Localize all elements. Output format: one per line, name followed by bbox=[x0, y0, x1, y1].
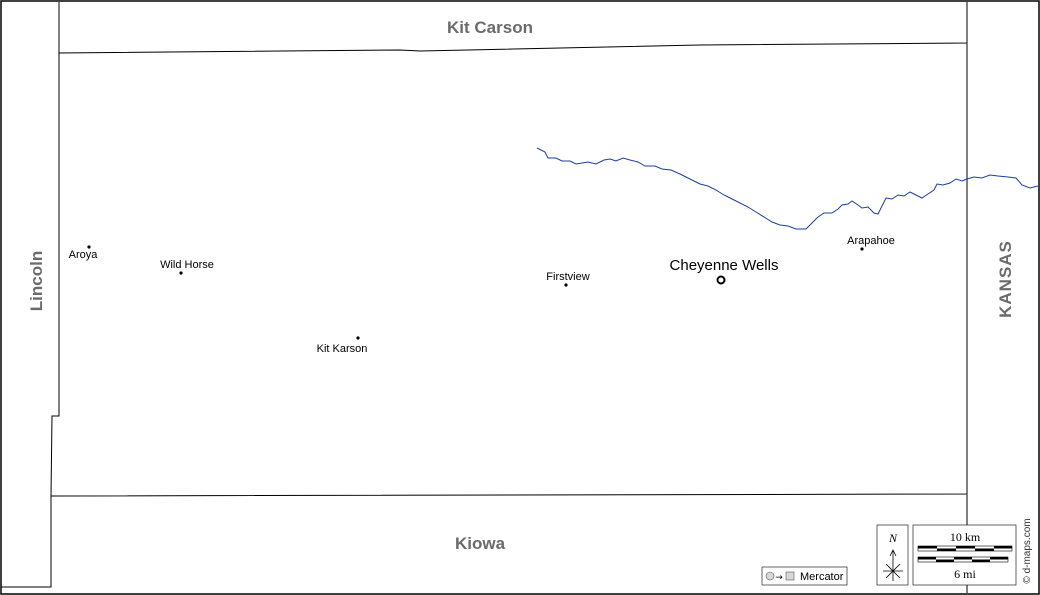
town-marker bbox=[860, 247, 864, 251]
county-seat-label: Cheyenne Wells bbox=[670, 257, 779, 274]
square-map-icon bbox=[785, 571, 795, 581]
county-seat-marker bbox=[716, 275, 726, 285]
county-label-south: Kiowa bbox=[455, 534, 506, 553]
globe-icon bbox=[765, 571, 775, 581]
river-line bbox=[536, 147, 1039, 230]
town-label-wild-horse: Wild Horse bbox=[160, 259, 214, 271]
town-label-aroya: Aroya bbox=[69, 249, 99, 261]
town-label-firstview: Firstview bbox=[546, 271, 589, 283]
credit-label: © d-maps.com bbox=[1022, 518, 1033, 583]
scale-bar-mi bbox=[917, 556, 1009, 563]
north-label: N bbox=[888, 531, 898, 545]
town-marker bbox=[87, 245, 91, 249]
scale-km-label: 10 km bbox=[950, 530, 981, 544]
scale-mi-label: 6 mi bbox=[954, 567, 976, 581]
town-label-arapahoe: Arapahoe bbox=[847, 235, 895, 247]
projection-legend: → Mercator bbox=[761, 566, 848, 586]
north-arrow-box: N bbox=[876, 524, 909, 586]
arrow-icon: → bbox=[775, 573, 783, 583]
compass-icon bbox=[883, 549, 903, 581]
town-marker bbox=[179, 271, 183, 275]
county-label-north: Kit Carson bbox=[447, 18, 533, 37]
county-label-west: Lincoln bbox=[27, 251, 46, 311]
county-boundary bbox=[1, 2, 968, 593]
town-marker bbox=[356, 336, 360, 340]
state-label-east: KANSAS bbox=[996, 240, 1015, 318]
town-marker bbox=[564, 283, 568, 287]
projection-label: Mercator bbox=[800, 571, 844, 583]
scale-bar-km bbox=[917, 545, 1013, 552]
town-label-kit-karson: Kit Karson bbox=[317, 343, 368, 355]
scale-bar-box: 10 km 6 mi bbox=[912, 524, 1017, 586]
